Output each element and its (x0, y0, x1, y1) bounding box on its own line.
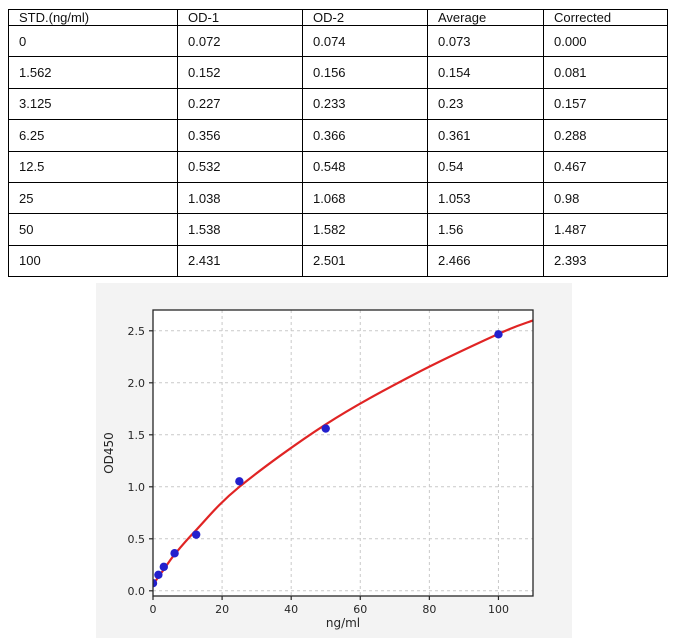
table-cell: 0.156 (302, 56, 428, 89)
header-cell: OD-1 (177, 9, 303, 26)
y-tick-label: 0.0 (128, 585, 146, 598)
table-cell: 1.582 (302, 213, 428, 246)
x-tick-label: 20 (215, 603, 229, 616)
table-cell: 0.157 (543, 87, 668, 121)
table-cell: 0.227 (177, 87, 303, 121)
table-cell: 1.538 (177, 213, 303, 246)
table-cell: 0.288 (543, 119, 668, 152)
y-tick-label: 2.0 (128, 377, 146, 390)
x-tick-label: 40 (284, 603, 298, 616)
table-cell: 50 (8, 213, 178, 246)
table-row: 100 2.431 2.501 2.466 2.393 (8, 244, 668, 278)
data-point (191, 530, 201, 539)
table-cell: 0.233 (302, 87, 428, 121)
header-cell: OD-2 (302, 9, 428, 26)
table-cell: 0.081 (543, 56, 668, 89)
data-point (154, 570, 163, 579)
x-tick-label: 80 (422, 603, 436, 616)
data-point (235, 477, 244, 486)
table-cell: 0.548 (302, 150, 428, 183)
table-cell: 2.501 (302, 244, 428, 278)
table-cell: 1.038 (177, 181, 303, 215)
table-row: 12.5 0.532 0.548 0.54 0.467 (8, 150, 668, 183)
table-cell: 0 (8, 24, 178, 58)
table-row: 6.25 0.356 0.366 0.361 0.288 (8, 119, 668, 152)
table-row: 3.125 0.227 0.233 0.23 0.157 (8, 87, 668, 121)
table-cell: 2.431 (177, 244, 303, 278)
table-cell: 0.467 (543, 150, 668, 183)
y-tick-label: 2.5 (128, 325, 146, 338)
table-cell: 100 (8, 244, 178, 278)
table-cell: 0.154 (427, 56, 544, 89)
table-cell: 2.393 (543, 244, 668, 278)
standards-table-container: STD.(ng/ml) OD-1 OD-2 Average Corrected 0 0.0… (8, 9, 668, 278)
table-row: 1.562 0.152 0.156 0.154 0.081 (8, 56, 668, 89)
table-cell: 0.366 (302, 119, 428, 152)
y-axis-label: OD450 (102, 432, 116, 474)
chart-canvas: 0 20 40 60 80 100 0.0 0.5 1.0 1.5 2.0 2.5 (128, 309, 534, 616)
table-cell: 25 (8, 181, 178, 215)
y-tick-label: 0.5 (128, 533, 146, 546)
y-tick-label: 1.0 (128, 481, 146, 494)
table-cell: 0.074 (302, 24, 428, 58)
table-cell: 1.562 (8, 56, 178, 89)
table-cell: 1.487 (543, 213, 668, 246)
x-tick-label: 100 (488, 603, 509, 616)
figure-panel: 0 20 40 60 80 100 0.0 0.5 1.0 1.5 2.0 2.5 ng/ml OD4… (96, 283, 572, 638)
table-body: 0 0.072 0.074 0.073 0.000 1.562 0.152 0.156 0.15… (8, 24, 668, 278)
plot-background (153, 310, 533, 596)
data-point (159, 562, 168, 572)
table-cell: 0.54 (427, 150, 544, 183)
table-cell: 0.356 (177, 119, 303, 152)
table-cell: 12.5 (8, 150, 178, 183)
table-cell: 0.000 (543, 24, 668, 58)
header-cell: Average (427, 9, 544, 26)
table-cell: 6.25 (8, 119, 178, 152)
table-cell: 0.073 (427, 24, 544, 58)
table-header-row: STD.(ng/ml) OD-1 OD-2 Average Corrected (8, 9, 668, 26)
data-point (153, 579, 158, 588)
table-cell: 2.466 (427, 244, 544, 278)
table-cell: 1.56 (427, 213, 544, 246)
axes-frame (152, 309, 534, 597)
table-cell: 0.23 (427, 87, 544, 121)
table-cell: 1.068 (302, 181, 428, 215)
data-point (494, 330, 503, 339)
table-cell: 0.361 (427, 119, 544, 152)
header-cell: Corrected (543, 9, 668, 26)
table-cell: 0.98 (543, 181, 668, 215)
table-cell: 1.053 (427, 181, 544, 215)
x-axis-label: ng/ml (326, 616, 360, 630)
table-cell: 3.125 (8, 87, 178, 121)
standards-table: STD.(ng/ml) OD-1 OD-2 Average Corrected 0 0.0… (8, 9, 668, 278)
table-cell: 0.532 (177, 150, 303, 183)
standard-curve-chart: 0 20 40 60 80 100 0.0 0.5 1.0 1.5 2.0 2.5 ng/ml OD4… (102, 309, 534, 630)
table-header: STD.(ng/ml) OD-1 OD-2 Average Corrected (8, 9, 668, 26)
table-row: 0 0.072 0.074 0.073 0.000 (8, 24, 668, 58)
data-point (170, 549, 179, 558)
table-row: 25 1.038 1.068 1.053 0.98 (8, 181, 668, 215)
x-tick-label: 60 (353, 603, 367, 616)
header-cell: STD.(ng/ml) (8, 9, 178, 26)
data-point (321, 424, 330, 433)
x-tick-label: 0 (150, 603, 157, 616)
table-cell: 0.152 (177, 56, 303, 89)
table-row: 50 1.538 1.582 1.56 1.487 (8, 213, 668, 246)
table-cell: 0.072 (177, 24, 303, 58)
y-tick-label: 1.5 (128, 429, 146, 442)
